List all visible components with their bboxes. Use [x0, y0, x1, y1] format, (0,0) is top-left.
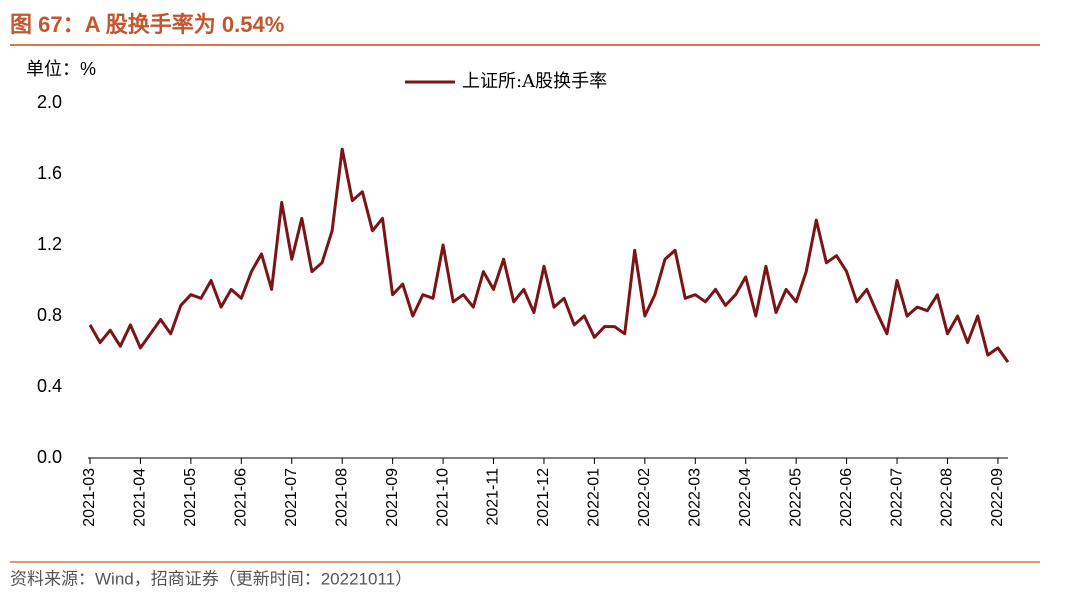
source: 资料来源：Wind，招商证券（更新时间：20221011）	[10, 569, 412, 588]
x-tick-label: 2021-07	[283, 468, 300, 527]
line-series	[88, 147, 1010, 363]
x-tick-label: 2021-04	[132, 468, 149, 527]
legend-label: 上证所:A股换手率	[462, 71, 607, 92]
x-tick-label: 2021-09	[384, 468, 401, 527]
unit-label: 单位：%	[26, 59, 96, 79]
y-tick-label: 0.4	[37, 376, 62, 396]
x-tick-label: 2021-10	[434, 468, 451, 527]
y-tick-label: 0.8	[37, 305, 62, 325]
x-tick-label: 2021-03	[81, 468, 98, 527]
chart-title: 图 67：A 股换手率为 0.54%	[10, 12, 284, 37]
x-tick-label: 2022-08	[939, 468, 956, 527]
x-tick-label: 2022-03	[686, 468, 703, 527]
x-tick-label: 2022-05	[787, 468, 804, 527]
x-tick-label: 2021-06	[233, 468, 250, 527]
x-tick-label: 2021-12	[535, 468, 552, 527]
x-tick-label: 2021-08	[333, 468, 350, 527]
y-tick-label: 1.2	[37, 234, 62, 254]
y-tick-label: 1.6	[37, 163, 62, 183]
x-tick-label: 2022-01	[586, 468, 603, 527]
x-tick-label: 2022-09	[989, 468, 1006, 527]
x-tick-label: 2021-11	[485, 468, 502, 526]
x-tick-label: 2022-06	[838, 468, 855, 527]
x-tick-label: 2021-05	[182, 468, 199, 527]
x-tick-label: 2022-02	[636, 468, 653, 527]
x-tick-label: 2022-04	[737, 468, 754, 527]
x-tick-label: 2022-07	[888, 468, 905, 527]
y-tick-label: 2.0	[37, 92, 62, 112]
y-tick-label: 0.0	[37, 447, 62, 467]
